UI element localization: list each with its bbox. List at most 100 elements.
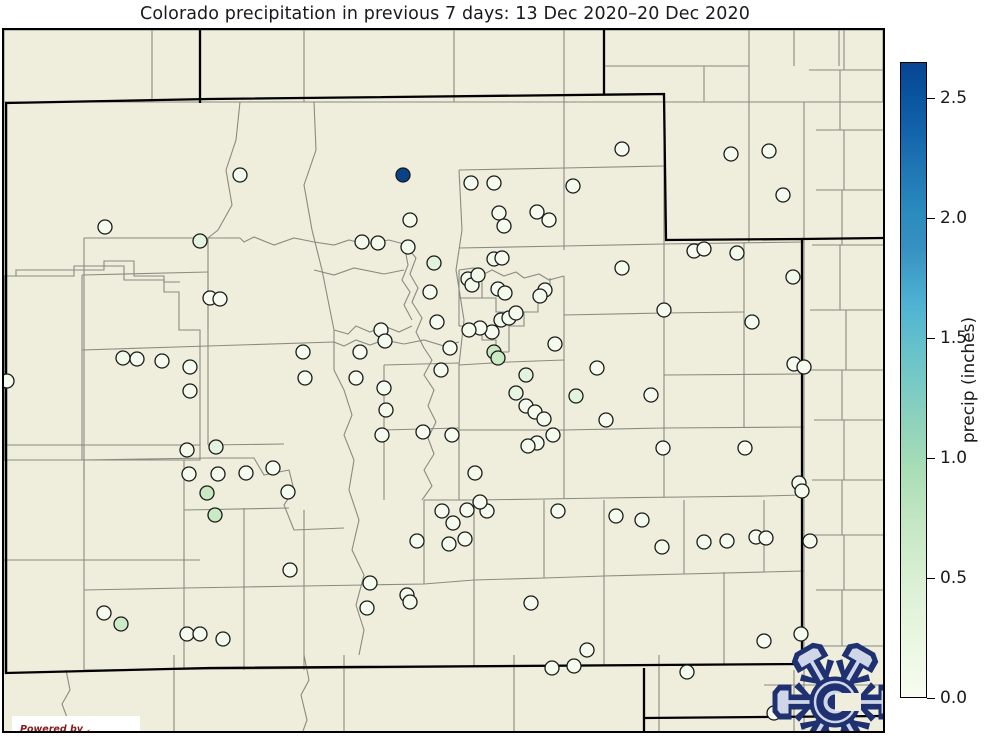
station-marker[interactable]	[565, 178, 581, 194]
station-marker[interactable]	[96, 605, 112, 621]
station-marker[interactable]	[532, 288, 548, 304]
station-marker[interactable]	[238, 465, 254, 481]
station-marker[interactable]	[656, 302, 672, 318]
station-marker[interactable]	[568, 388, 584, 404]
station-marker[interactable]	[409, 533, 425, 549]
station-marker[interactable]	[520, 438, 536, 454]
station-marker[interactable]	[282, 562, 298, 578]
station-marker[interactable]	[544, 660, 560, 676]
station-marker[interactable]	[433, 362, 449, 378]
station-marker[interactable]	[352, 344, 368, 360]
station-marker[interactable]	[192, 626, 208, 642]
station-marker[interactable]	[376, 380, 392, 396]
station-marker[interactable]	[775, 187, 791, 203]
colorbar[interactable]: 2.5 2.0 1.5 1.0 0.5 0.0 precip (inches)	[900, 62, 986, 708]
station-marker[interactable]	[444, 427, 460, 443]
station-marker[interactable]	[265, 460, 281, 476]
station-marker[interactable]	[4, 373, 15, 389]
station-marker[interactable]	[463, 175, 479, 191]
station-marker[interactable]	[426, 255, 442, 271]
station-marker[interactable]	[761, 143, 777, 159]
station-marker[interactable]	[729, 245, 745, 261]
station-marker[interactable]	[794, 483, 810, 499]
station-marker[interactable]	[654, 539, 670, 555]
station-marker[interactable]	[737, 440, 753, 456]
station-marker[interactable]	[400, 239, 416, 255]
station-marker[interactable]	[518, 367, 534, 383]
station-marker[interactable]	[402, 594, 418, 610]
station-marker[interactable]	[598, 412, 614, 428]
station-marker[interactable]	[490, 350, 506, 366]
station-marker[interactable]	[232, 167, 248, 183]
station-marker[interactable]	[472, 494, 488, 510]
station-marker[interactable]	[491, 205, 507, 221]
station-marker[interactable]	[415, 424, 431, 440]
station-marker[interactable]	[179, 626, 195, 642]
station-marker[interactable]	[634, 512, 650, 528]
station-marker[interactable]	[541, 212, 557, 228]
station-marker[interactable]	[566, 658, 582, 674]
station-marker[interactable]	[370, 235, 386, 251]
station-marker[interactable]	[589, 360, 605, 376]
station-marker[interactable]	[207, 507, 223, 523]
station-markers[interactable]	[4, 141, 818, 721]
station-marker[interactable]	[199, 485, 215, 501]
station-marker[interactable]	[494, 250, 510, 266]
map-panel[interactable]: .cty{fill:#efeedc;stroke:#8a8a80;stroke-…	[2, 28, 885, 733]
station-marker[interactable]	[545, 427, 561, 443]
station-marker[interactable]	[348, 370, 364, 386]
station-marker[interactable]	[402, 212, 418, 228]
station-marker[interactable]	[215, 631, 231, 647]
station-marker[interactable]	[422, 284, 438, 300]
station-marker[interactable]	[696, 241, 712, 257]
station-marker[interactable]	[758, 530, 774, 546]
station-marker[interactable]	[796, 359, 812, 375]
station-marker[interactable]	[785, 269, 801, 285]
station-marker[interactable]	[154, 353, 170, 369]
station-marker[interactable]	[459, 502, 475, 518]
station-marker[interactable]	[508, 385, 524, 401]
station-marker[interactable]	[374, 427, 390, 443]
station-marker[interactable]	[359, 600, 375, 616]
station-marker[interactable]	[536, 411, 552, 427]
station-marker[interactable]	[362, 575, 378, 591]
station-marker[interactable]	[529, 204, 545, 220]
station-marker[interactable]	[608, 508, 624, 524]
station-marker[interactable]	[445, 515, 461, 531]
station-marker[interactable]	[434, 503, 450, 519]
station-marker[interactable]	[497, 285, 513, 301]
station-marker[interactable]	[429, 314, 445, 330]
station-marker[interactable]	[192, 233, 208, 249]
station-marker[interactable]	[550, 503, 566, 519]
station-marker[interactable]	[496, 218, 512, 234]
station-marker[interactable]	[354, 234, 370, 250]
station-marker[interactable]	[719, 533, 735, 549]
station-marker[interactable]	[614, 260, 630, 276]
station-marker[interactable]	[467, 465, 483, 481]
station-marker[interactable]	[802, 533, 818, 549]
station-marker[interactable]	[457, 531, 473, 547]
station-marker[interactable]	[210, 466, 226, 482]
station-marker[interactable]	[744, 314, 760, 330]
station-marker[interactable]	[508, 305, 524, 321]
station-marker[interactable]	[643, 387, 659, 403]
station-marker[interactable]	[179, 442, 195, 458]
station-marker[interactable]	[756, 633, 772, 649]
station-marker[interactable]	[97, 219, 113, 235]
station-marker[interactable]	[113, 616, 129, 632]
station-marker[interactable]	[181, 466, 197, 482]
station-marker[interactable]	[679, 664, 695, 680]
station-marker[interactable]	[395, 167, 411, 183]
station-marker[interactable]	[129, 351, 145, 367]
station-marker[interactable]	[295, 344, 311, 360]
station-marker[interactable]	[115, 350, 131, 366]
station-marker[interactable]	[523, 595, 539, 611]
station-marker[interactable]	[182, 359, 198, 375]
station-marker[interactable]	[793, 626, 809, 642]
station-marker[interactable]	[212, 291, 228, 307]
station-marker[interactable]	[547, 336, 563, 352]
station-marker[interactable]	[280, 484, 296, 500]
station-marker[interactable]	[655, 440, 671, 456]
station-marker[interactable]	[614, 141, 630, 157]
station-marker[interactable]	[723, 146, 739, 162]
